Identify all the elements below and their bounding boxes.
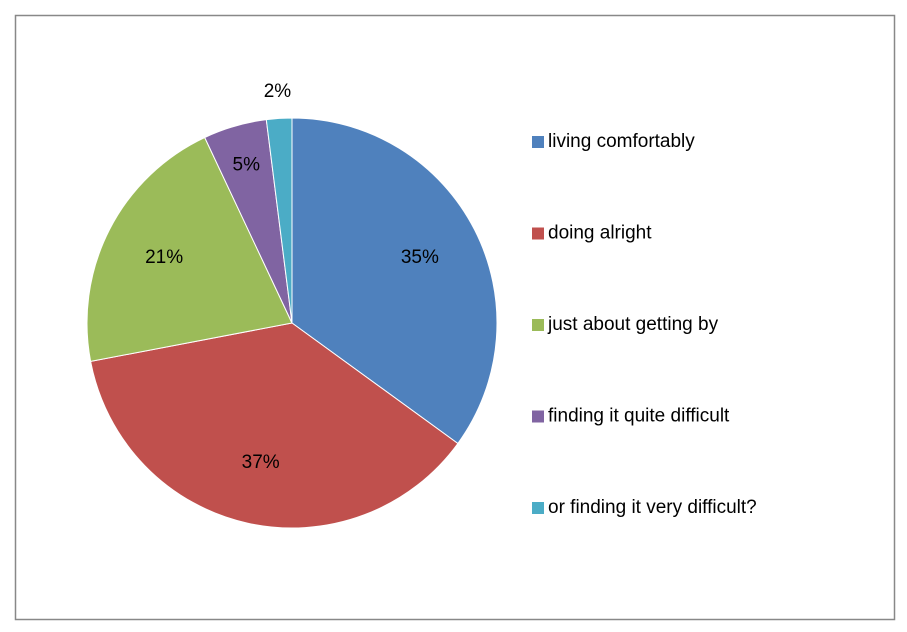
legend-swatch <box>532 319 544 331</box>
legend-swatch <box>532 136 544 148</box>
pie-slice <box>86 136 293 362</box>
data-label: 37% <box>242 452 280 473</box>
data-label: 21% <box>145 247 183 268</box>
pie-slice <box>265 117 293 324</box>
legend-label: just about getting by <box>547 314 719 335</box>
legend-label: doing alright <box>548 223 652 244</box>
legend-swatch <box>532 410 544 423</box>
data-label: 35% <box>401 247 439 268</box>
legend-label: finding it quite difficult <box>548 406 730 427</box>
legend-swatch <box>532 502 544 514</box>
legend-swatch <box>532 227 544 240</box>
pie-slice <box>291 117 498 445</box>
legend-label: or finding it very difficult? <box>548 497 757 518</box>
pie-slice <box>90 322 459 529</box>
legend-label: living comfortably <box>548 131 695 152</box>
data-label: 5% <box>233 155 261 176</box>
data-label: 2% <box>264 81 292 102</box>
